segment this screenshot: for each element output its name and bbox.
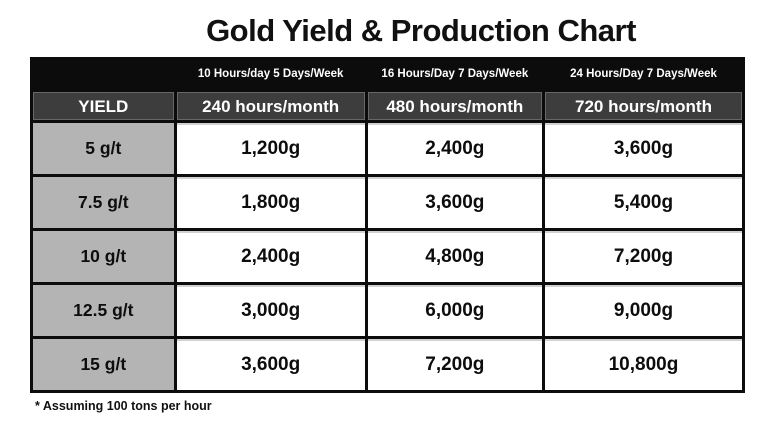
production-cell: 3,600g — [367, 177, 542, 228]
schedule-header-10h: 10 Hours/day 5 Days/Week — [176, 60, 365, 89]
production-cell: 2,400g — [367, 123, 542, 174]
production-cell: 7,200g — [544, 231, 742, 282]
yield-cell: 5 g/t — [33, 123, 174, 174]
column-header-720h: 720 hours/month — [544, 92, 742, 120]
column-header-yield: YIELD — [33, 92, 174, 120]
production-cell: 6,000g — [367, 285, 542, 336]
production-cell: 1,200g — [176, 123, 365, 174]
production-cell: 10,800g — [544, 339, 742, 390]
production-cell: 9,000g — [544, 285, 742, 336]
footnote: * Assuming 100 tons per hour — [35, 399, 212, 413]
production-cell: 3,600g — [544, 123, 742, 174]
production-cell: 7,200g — [367, 339, 542, 390]
schedule-header-spacer — [33, 60, 174, 89]
schedule-header-24h: 24 Hours/Day 7 Days/Week — [544, 60, 742, 89]
production-cell: 3,600g — [176, 339, 365, 390]
production-table: 10 Hours/day 5 Days/Week 16 Hours/Day 7 … — [30, 57, 745, 393]
yield-cell: 12.5 g/t — [33, 285, 174, 336]
production-cell: 4,800g — [367, 231, 542, 282]
page-title: Gold Yield & Production Chart — [206, 13, 636, 48]
production-cell: 5,400g — [544, 177, 742, 228]
production-cell: 3,000g — [176, 285, 365, 336]
column-header-480h: 480 hours/month — [367, 92, 542, 120]
production-cell: 1,800g — [176, 177, 365, 228]
yield-cell: 10 g/t — [33, 231, 174, 282]
schedule-header-16h: 16 Hours/Day 7 Days/Week — [367, 60, 542, 89]
yield-cell: 15 g/t — [33, 339, 174, 390]
production-cell: 2,400g — [176, 231, 365, 282]
yield-cell: 7.5 g/t — [33, 177, 174, 228]
column-header-240h: 240 hours/month — [176, 92, 365, 120]
